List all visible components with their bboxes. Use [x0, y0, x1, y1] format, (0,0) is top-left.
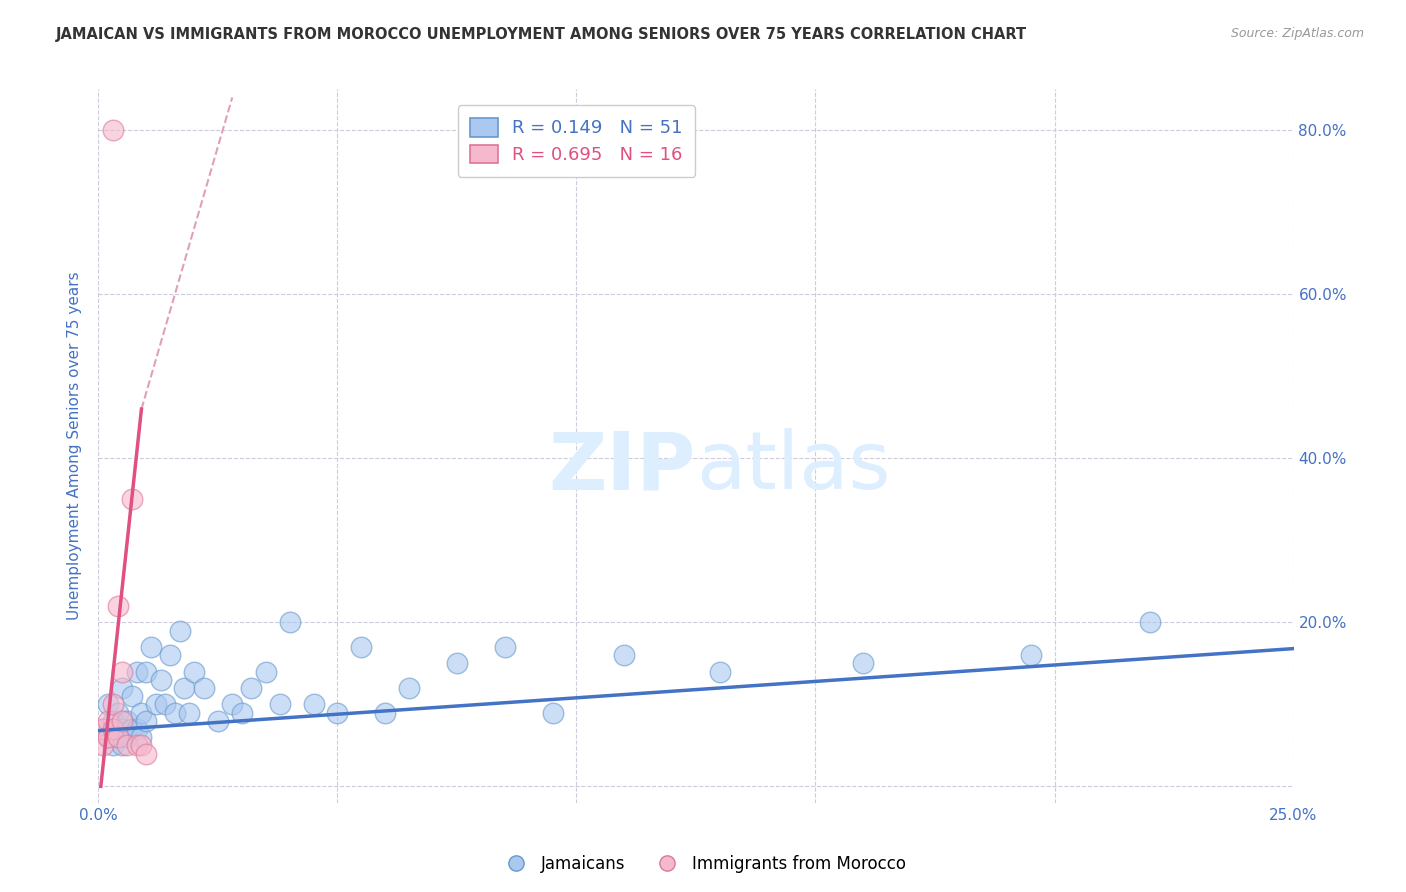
Point [115, 730, 138, 744]
Point [115, 714, 138, 728]
Text: ZIP: ZIP [548, 428, 696, 507]
Point [494, 640, 516, 654]
Point [135, 747, 157, 761]
Point [125, 739, 148, 753]
Point [159, 648, 181, 662]
Point [149, 673, 172, 687]
Point [97, 730, 120, 744]
Point [173, 681, 195, 695]
Point [121, 722, 143, 736]
Point [91, 739, 114, 753]
Point [97, 730, 120, 744]
Point [709, 665, 731, 679]
Point [374, 706, 396, 720]
Point [852, 657, 875, 671]
Point [107, 706, 129, 720]
Point [125, 665, 148, 679]
Point [111, 665, 134, 679]
Point [398, 681, 420, 695]
Point [107, 730, 129, 744]
Point [613, 648, 636, 662]
Point [1019, 648, 1042, 662]
Point [193, 681, 215, 695]
Point [111, 681, 134, 695]
Y-axis label: Unemployment Among Seniors over 75 years: Unemployment Among Seniors over 75 years [67, 272, 83, 620]
Point [254, 665, 277, 679]
Point [302, 698, 325, 712]
Point [91, 722, 114, 736]
Text: Source: ZipAtlas.com: Source: ZipAtlas.com [1230, 27, 1364, 40]
Point [326, 706, 349, 720]
Point [541, 706, 564, 720]
Point [278, 615, 301, 630]
Point [269, 698, 291, 712]
Point [111, 739, 134, 753]
Point [135, 714, 157, 728]
Point [183, 665, 205, 679]
Text: JAMAICAN VS IMMIGRANTS FROM MOROCCO UNEMPLOYMENT AMONG SENIORS OVER 75 YEARS COR: JAMAICAN VS IMMIGRANTS FROM MOROCCO UNEM… [56, 27, 1028, 42]
Point [121, 689, 143, 703]
Point [101, 714, 124, 728]
Point [135, 665, 157, 679]
Legend: Jamaicans, Immigrants from Morocco: Jamaicans, Immigrants from Morocco [494, 848, 912, 880]
Point [101, 698, 124, 712]
Point [231, 706, 253, 720]
Point [107, 599, 129, 613]
Point [169, 624, 191, 638]
Point [131, 739, 153, 753]
Point [101, 722, 124, 736]
Point [125, 722, 148, 736]
Point [139, 640, 162, 654]
Point [115, 739, 138, 753]
Point [131, 706, 153, 720]
Legend: R = 0.149   N = 51, R = 0.695   N = 16: R = 0.149 N = 51, R = 0.695 N = 16 [458, 105, 695, 177]
Point [131, 730, 153, 744]
Point [91, 722, 114, 736]
Point [163, 706, 186, 720]
Point [446, 657, 468, 671]
Point [97, 714, 120, 728]
Point [350, 640, 373, 654]
Point [207, 714, 229, 728]
Point [97, 698, 120, 712]
Point [111, 722, 134, 736]
Point [179, 706, 201, 720]
Point [145, 698, 167, 712]
Point [107, 730, 129, 744]
Point [240, 681, 263, 695]
Point [1139, 615, 1161, 630]
Text: atlas: atlas [696, 428, 890, 507]
Point [101, 739, 124, 753]
Point [155, 698, 177, 712]
Point [221, 698, 243, 712]
Point [121, 492, 143, 507]
Point [101, 123, 124, 137]
Point [111, 714, 134, 728]
